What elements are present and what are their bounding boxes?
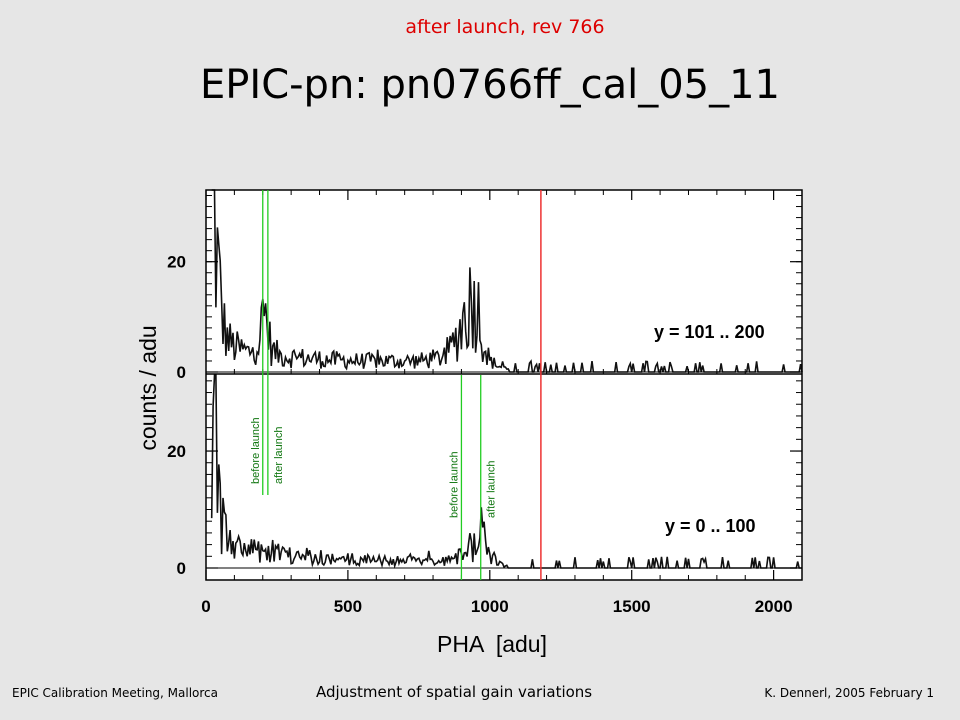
panel-bottom xyxy=(206,374,802,569)
y-tick-label: 0 xyxy=(177,559,186,578)
panel-top-label: y = 101 .. 200 xyxy=(654,322,765,342)
footer-center: Adjustment of spatial gain variations xyxy=(316,683,593,701)
x-tick-label: 1000 xyxy=(471,597,509,616)
series-bottom-line xyxy=(210,374,802,569)
x-tick-label: 2000 xyxy=(755,597,793,616)
footer-left: EPIC Calibration Meeting, Mallorca xyxy=(12,686,219,700)
launch-line-label: after launch xyxy=(273,427,285,484)
slide-subtitle: after launch, rev 766 xyxy=(405,16,605,38)
plot-background xyxy=(206,190,802,580)
x-tick-label: 1500 xyxy=(613,597,651,616)
x-axis-label: PHA [adu] xyxy=(437,631,547,657)
y-axis-label: counts / adu xyxy=(135,325,161,450)
slide-title: EPIC-pn: pn0766ff_cal_05_11 xyxy=(200,62,780,108)
x-tick-label: 500 xyxy=(334,597,362,616)
x-tick-labels: 0 500 1000 1500 2000 xyxy=(201,597,792,616)
panel-bottom-label: y = 0 .. 100 xyxy=(665,516,756,536)
y-tick-label: 20 xyxy=(167,253,186,272)
y-tick-label: 0 xyxy=(177,363,186,382)
y-tick-label: 20 xyxy=(167,442,186,461)
launch-line-label: before launch xyxy=(250,417,262,484)
launch-line-label: after launch xyxy=(486,461,498,518)
x-tick-label: 0 xyxy=(201,597,210,616)
footer-right: K. Dennerl, 2005 February 1 xyxy=(764,686,934,700)
panel-top xyxy=(206,189,803,373)
launch-line-label: before launch xyxy=(448,451,460,518)
launch-marker-lines: before launch after launch before launch af… xyxy=(250,190,498,580)
y-tick-labels: 0 20 0 20 xyxy=(167,253,186,578)
plot-frame xyxy=(205,189,803,581)
series-top-line xyxy=(211,189,803,373)
